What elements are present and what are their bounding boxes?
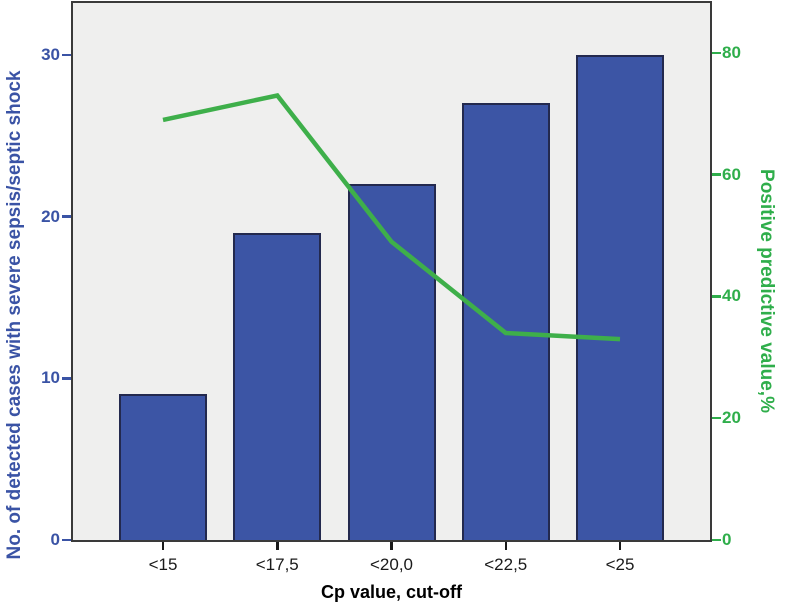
bar [233,232,322,540]
left-axis-tickmark [62,538,71,542]
x-axis-category-label: <20,0 [369,555,413,574]
right-axis-tickmark [712,295,721,298]
right-axis-tick-label: 20 [722,408,741,428]
right-axis-tickmark [712,51,721,55]
left-axis-title: No. of detected cases with severe sepsis… [4,70,25,560]
x-axis-category-label: <22,5 [484,555,528,574]
left-axis-tick-label: 20 [41,206,60,226]
right-axis-tick-label: 40 [722,286,741,306]
x-axis-category-label: <17,5 [255,555,299,574]
right-axis-tick-label: 60 [722,164,741,184]
right-axis-tick-label: 80 [722,42,741,62]
right-axis-tickmark [712,416,721,420]
right-axis-title: Positive predictive value,% [756,169,777,413]
x-axis-category-label: <25 [605,555,635,574]
x-axis-tickmark [276,542,279,550]
x-axis-category-label: <15 [148,555,178,574]
left-axis-tickmark [62,215,71,218]
x-axis-tickmark [390,542,393,550]
ppv-line [162,93,621,342]
x-axis-title: Cp value, cut-off [320,582,462,602]
right-axis-tick-label: 0 [722,530,732,549]
bar [119,394,207,540]
right-axis-tickmark [712,173,721,176]
left-axis-tick-label: 10 [41,368,60,388]
right-axis-tickmark [712,538,721,542]
x-axis-tickmark [161,542,165,550]
left-axis-tickmark [62,377,71,380]
bar [576,54,664,540]
ppv-line-layer [162,93,621,342]
left-axis-tickmark [62,53,71,56]
left-axis-tick-label: 0 [50,530,60,549]
plot-area [71,1,712,542]
x-axis-tickmark [618,542,622,550]
left-axis-tick-label: 30 [41,44,60,64]
bar [461,103,550,540]
x-axis-tickmark [504,542,507,550]
